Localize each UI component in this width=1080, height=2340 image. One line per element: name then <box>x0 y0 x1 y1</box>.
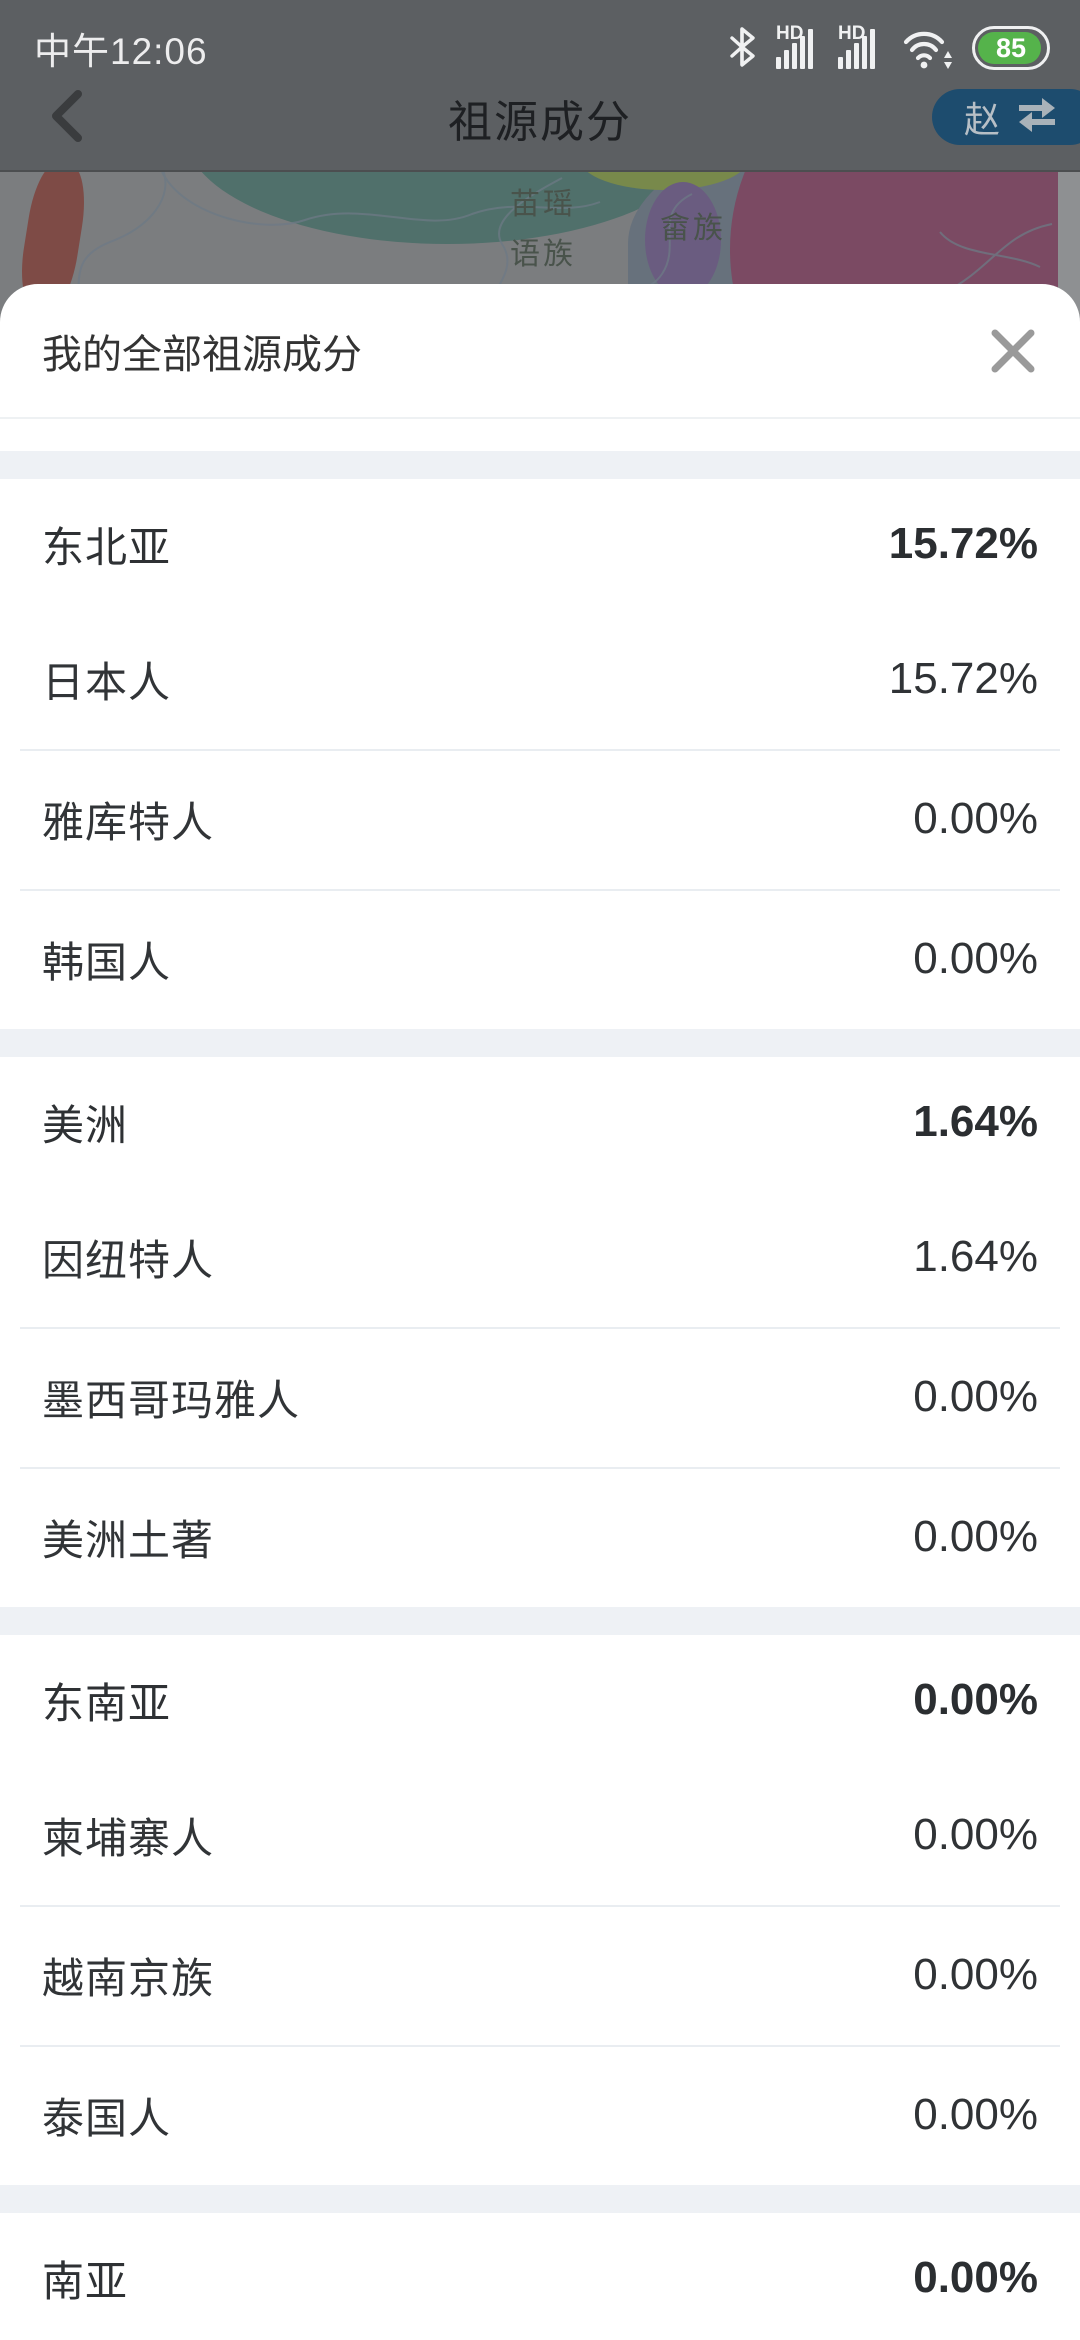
list-item: 雅库特人 0.00% <box>0 749 1080 889</box>
section-separator <box>0 451 1080 479</box>
map-region-olive <box>580 172 748 190</box>
population-value: 0.00% <box>913 794 1038 843</box>
list-item: 泰国人 0.00% <box>0 2045 1080 2185</box>
region-label: 东南亚 <box>42 1679 172 1727</box>
list-item: 柬埔寨人 0.00% <box>0 1765 1080 1905</box>
top-chrome: 中午12:06 HD HD <box>0 0 1080 172</box>
population-label: 雅库特人 <box>42 798 215 846</box>
population-value: 0.00% <box>913 1810 1038 1859</box>
population-value: 15.72% <box>888 654 1038 703</box>
population-value: 0.00% <box>913 2090 1038 2139</box>
population-label: 越南京族 <box>42 1954 215 2002</box>
section-separator <box>0 1029 1080 1057</box>
status-icons: HD HD <box>726 23 1050 72</box>
ancestry-modal: 我的全部祖源成分 东北亚 15.72% 日本人 15.72% 雅库特人 0.00… <box>0 284 1080 2340</box>
map-label-she: 畲族 <box>660 212 726 245</box>
population-value: 0.00% <box>913 934 1038 983</box>
profile-name: 赵 <box>963 99 1000 140</box>
region-label: 东北亚 <box>42 523 172 571</box>
app-bar: 祖源成分 赵 <box>0 89 1080 170</box>
list-item: 墨西哥玛雅人 0.00% <box>0 1327 1080 1467</box>
population-value: 0.00% <box>913 1512 1038 1561</box>
section-header-row: 东北亚 15.72% <box>0 479 1080 609</box>
sim1-hd-badge: HD <box>776 23 804 44</box>
switch-profile-button[interactable]: 赵 <box>931 89 1080 145</box>
population-value: 1.64% <box>913 1232 1038 1281</box>
list-item: 韩国人 0.00% <box>0 889 1080 1029</box>
map-label-miaoyao: 苗瑶 语族 <box>483 180 603 280</box>
section-separator <box>0 2185 1080 2213</box>
list-top-gap <box>0 419 1080 451</box>
population-label: 墨西哥玛雅人 <box>42 1376 301 1424</box>
status-bar: 中午12:06 HD HD <box>0 0 1080 90</box>
swap-icon <box>1019 98 1055 132</box>
region-value: 0.00% <box>913 1675 1038 1724</box>
close-icon <box>991 329 1035 372</box>
signal-sim1-icon: HD <box>776 23 822 71</box>
population-value: 0.00% <box>913 1372 1038 1421</box>
region-value: 1.64% <box>913 1097 1038 1146</box>
close-button[interactable] <box>988 326 1038 376</box>
back-icon[interactable] <box>40 86 100 146</box>
ancestry-list[interactable]: 东北亚 15.72% 日本人 15.72% 雅库特人 0.00% 韩国人 0.0… <box>0 419 1080 2340</box>
map-label-miaoyao-line2: 语族 <box>510 238 576 271</box>
page-title: 祖源成分 <box>448 98 632 147</box>
modal-header: 我的全部祖源成分 <box>0 284 1080 419</box>
wifi-icon <box>903 31 952 69</box>
region-value: 15.72% <box>888 519 1038 568</box>
signal-sim2-icon: HD <box>838 23 884 71</box>
region-label: 美洲 <box>42 1101 129 1149</box>
section-header-row: 南亚 0.00% <box>0 2213 1080 2340</box>
population-label: 泰国人 <box>42 2094 172 2142</box>
region-label: 南亚 <box>42 2257 129 2305</box>
region-value: 0.00% <box>913 2253 1038 2302</box>
population-label: 日本人 <box>42 658 172 706</box>
population-value: 0.00% <box>913 1950 1038 1999</box>
population-label: 韩国人 <box>42 938 172 986</box>
sim2-signal-bars <box>838 29 875 69</box>
map-label-miaoyao-line1: 苗瑶 <box>510 188 576 221</box>
section-separator <box>0 1607 1080 1635</box>
modal-title: 我的全部祖源成分 <box>42 332 362 377</box>
list-item: 越南京族 0.00% <box>0 1905 1080 2045</box>
population-label: 因纽特人 <box>42 1236 215 1284</box>
section-header-row: 东南亚 0.00% <box>0 1635 1080 1765</box>
population-label: 美洲土著 <box>42 1516 215 1564</box>
sim1-signal-bars <box>776 29 813 69</box>
battery-icon: 85 <box>972 26 1050 70</box>
status-time: 中午12:06 <box>34 31 208 72</box>
list-item: 日本人 15.72% <box>0 609 1080 749</box>
battery-fill <box>978 32 1042 64</box>
population-label: 柬埔寨人 <box>42 1814 215 1862</box>
bluetooth-icon <box>730 27 755 67</box>
sim2-hd-badge: HD <box>838 23 866 44</box>
battery-percent: 85 <box>995 32 1027 63</box>
section-header-row: 美洲 1.64% <box>0 1057 1080 1187</box>
list-item: 因纽特人 1.64% <box>0 1187 1080 1327</box>
list-item: 美洲土著 0.00% <box>0 1467 1080 1607</box>
